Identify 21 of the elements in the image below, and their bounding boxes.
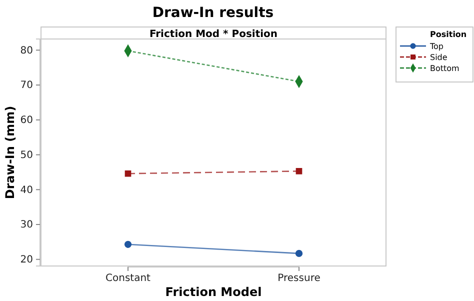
legend-label: Top [429,42,444,51]
point [124,240,132,248]
point [295,250,303,258]
x-axis-title: Friction Model [165,285,262,299]
y-axis-title: Draw-In (mm) [3,106,17,200]
y-tick-label: 80 [20,45,33,56]
y-tick-label: 20 [20,254,33,266]
y-tick-label: 60 [20,115,33,126]
x-tick-label: Pressure [278,273,320,284]
y-tick-label: 70 [20,80,33,92]
legend-title: Position [430,30,467,39]
y-tick-label: 30 [20,220,33,231]
chart-title: Draw-In results [152,5,274,21]
x-tick-label: Constant [106,273,151,284]
point [124,170,132,177]
y-tick-label: 50 [20,150,33,161]
y-tick-label: 40 [20,184,33,196]
point [296,168,302,174]
legend-label: Bottom [430,64,460,73]
legend-label: Side [430,53,448,62]
chart-subtitle: Friction Mod * Position [149,29,278,40]
